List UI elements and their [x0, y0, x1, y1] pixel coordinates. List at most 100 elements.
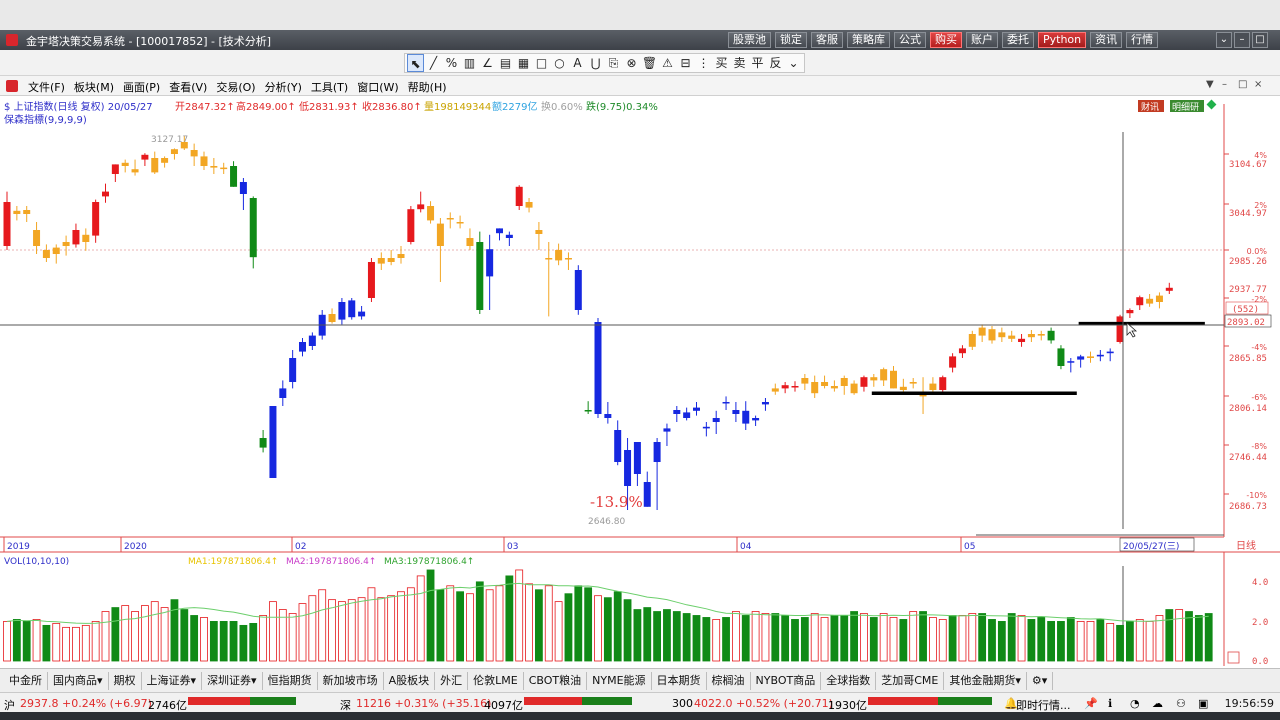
- order-button[interactable]: 委托: [1002, 32, 1034, 48]
- toolbar-more-icon[interactable]: ⌄: [788, 56, 799, 70]
- cloud-icon[interactable]: ☁: [1152, 697, 1163, 710]
- title-buttons: 股票池 锁定 客服 策略库 公式 购买 账户 委托 Python 资讯 行情: [728, 32, 1159, 48]
- table-icon[interactable]: ▦: [517, 56, 530, 70]
- formula-button[interactable]: 公式: [894, 32, 926, 48]
- menu-help[interactable]: 帮助(H): [407, 81, 447, 94]
- minimize-button[interactable]: –: [1234, 32, 1250, 48]
- menu-tools[interactable]: 工具(T): [310, 81, 349, 94]
- market-tab[interactable]: 深圳证券▾: [202, 672, 263, 690]
- market-tab[interactable]: 伦敦LME: [468, 672, 524, 690]
- volume-bar: [968, 613, 977, 662]
- market-tab[interactable]: NYBOT商品: [751, 672, 822, 690]
- badge-detail[interactable]: [1170, 100, 1204, 112]
- volume-bar: [584, 587, 593, 662]
- percent-icon[interactable]: %: [445, 56, 458, 70]
- market-tab[interactable]: 期权: [109, 672, 142, 690]
- menu-file[interactable]: 文件(F): [28, 81, 65, 94]
- lock-button[interactable]: 锁定: [775, 32, 807, 48]
- mdi-close-icon[interactable]: ×: [1254, 79, 1263, 90]
- dropdown-window-button[interactable]: ⌄: [1216, 32, 1232, 48]
- rectangle-icon[interactable]: □: [535, 56, 548, 70]
- candle-body: [249, 198, 257, 258]
- circle-icon[interactable]: ○: [554, 56, 565, 70]
- line-icon[interactable]: ╱: [429, 56, 438, 70]
- support-lines: [871, 321, 1205, 395]
- realtime-quote[interactable]: 即时行情...: [1016, 699, 1071, 712]
- quotes-button[interactable]: 行情: [1126, 32, 1159, 48]
- market-tab[interactable]: 全球指数: [821, 672, 877, 690]
- chart-background: [0, 96, 1280, 668]
- market-tab[interactable]: ⚙▾: [1027, 672, 1054, 690]
- menu-screen[interactable]: 画面(P): [123, 81, 161, 94]
- period-label[interactable]: 日线: [1236, 539, 1256, 552]
- info-icon[interactable]: ℹ: [1108, 697, 1113, 710]
- menu-view[interactable]: 查看(V): [169, 81, 208, 94]
- stock-pool-button[interactable]: 股票池: [728, 32, 771, 48]
- chart-area[interactable]: $ 上证指数(日线 复权) 20/05/27 开2847.32↑ 高2849.0…: [0, 96, 1280, 668]
- menu-analysis[interactable]: 分析(Y): [264, 81, 302, 94]
- python-button[interactable]: Python: [1038, 32, 1087, 48]
- account-button[interactable]: 账户: [966, 32, 998, 48]
- market-tab[interactable]: 国内商品▾: [48, 672, 109, 690]
- copy-icon[interactable]: ⎘: [608, 56, 619, 70]
- badge-caixun[interactable]: [1138, 100, 1164, 112]
- market-tab[interactable]: 新加坡市场: [318, 672, 384, 690]
- bell-icon[interactable]: 🔔: [1004, 697, 1018, 710]
- grid-icon[interactable]: ▥: [463, 56, 476, 70]
- news-button[interactable]: 资讯: [1090, 32, 1123, 48]
- market-tab[interactable]: A股板块: [384, 672, 436, 690]
- magnet-icon[interactable]: ⋃: [590, 56, 601, 70]
- market-tab[interactable]: 芝加哥CME: [876, 672, 945, 690]
- mdi-minimize-icon[interactable]: –: [1222, 79, 1227, 90]
- ruler-icon[interactable]: ▤: [499, 56, 512, 70]
- volume-bar: [190, 615, 199, 662]
- candle-body: [111, 164, 119, 174]
- flat-icon[interactable]: 平: [751, 56, 764, 70]
- warning-icon[interactable]: ⚠: [662, 56, 673, 70]
- market-tab[interactable]: 棕榈油: [707, 672, 751, 690]
- trash-icon[interactable]: 🗑: [641, 56, 658, 70]
- mdi-restore-icon[interactable]: □: [1238, 79, 1248, 90]
- market-tab[interactable]: 日本期货: [652, 672, 707, 690]
- panel-toggle-icon[interactable]: [1227, 651, 1240, 664]
- market-tab[interactable]: 上海证券▾: [142, 672, 203, 690]
- mdi-menu-icon[interactable]: ▼: [1206, 79, 1214, 90]
- market-tab-bar: 中金所 国内商品▾ 期权 上海证券▾ 深圳证券▾ 恒指期货 新加坡市场 A股板块 外汇 伦敦LME…: [0, 668, 1280, 692]
- angle-icon[interactable]: ∠: [482, 56, 493, 70]
- reverse-icon[interactable]: 反: [769, 56, 782, 70]
- market-tab[interactable]: 中金所: [4, 672, 48, 690]
- i300-value[interactable]: 4022.0 +0.52% (+20.71): [694, 697, 833, 710]
- buy-icon[interactable]: 买: [715, 56, 728, 70]
- menu-sector[interactable]: 板块(M): [73, 81, 114, 94]
- maximize-button[interactable]: □: [1252, 32, 1268, 48]
- select-arrow-icon[interactable]: ⬉: [407, 54, 424, 72]
- menu-window[interactable]: 窗口(W): [357, 81, 399, 94]
- link-icon[interactable]: ⚇: [1176, 697, 1186, 710]
- window-icon[interactable]: ▣: [1198, 697, 1209, 710]
- panel-icon[interactable]: ⊟: [680, 56, 691, 70]
- volume-bar: [495, 585, 504, 662]
- market-tab[interactable]: NYME能源: [587, 672, 652, 690]
- market-tab[interactable]: 恒指期货: [263, 672, 318, 690]
- sell-icon[interactable]: 卖: [733, 56, 746, 70]
- purchase-button[interactable]: 购买: [930, 32, 962, 48]
- sh-value[interactable]: 2937.8 +0.24% (+6.97): [20, 697, 152, 710]
- delete-icon[interactable]: ⊗: [626, 56, 637, 70]
- volume-bar: [820, 617, 829, 662]
- market-tab[interactable]: 外汇: [435, 672, 469, 690]
- sz-value[interactable]: 11216 +0.31% (+35.16): [356, 697, 492, 710]
- menu-trade[interactable]: 交易(O): [216, 81, 256, 94]
- text-icon[interactable]: A: [573, 56, 582, 70]
- strategy-library-button[interactable]: 策略库: [847, 32, 890, 48]
- chart-icon[interactable]: ◔: [1130, 697, 1140, 710]
- more-icon[interactable]: ⋮: [697, 56, 710, 70]
- candle-body: [515, 186, 523, 206]
- volume-bar: [1126, 621, 1134, 662]
- service-button[interactable]: 客服: [811, 32, 843, 48]
- market-tab[interactable]: 其他金融期货▾: [944, 672, 1027, 690]
- volume-bar: [426, 569, 435, 662]
- market-tab[interactable]: CBOT粮油: [524, 672, 588, 690]
- green-diamond-icon[interactable]: [1206, 99, 1217, 110]
- pin-icon[interactable]: 📌: [1084, 697, 1098, 710]
- kline-chart[interactable]: $ 上证指数(日线 复权) 20/05/27 开2847.32↑ 高2849.0…: [0, 96, 1280, 668]
